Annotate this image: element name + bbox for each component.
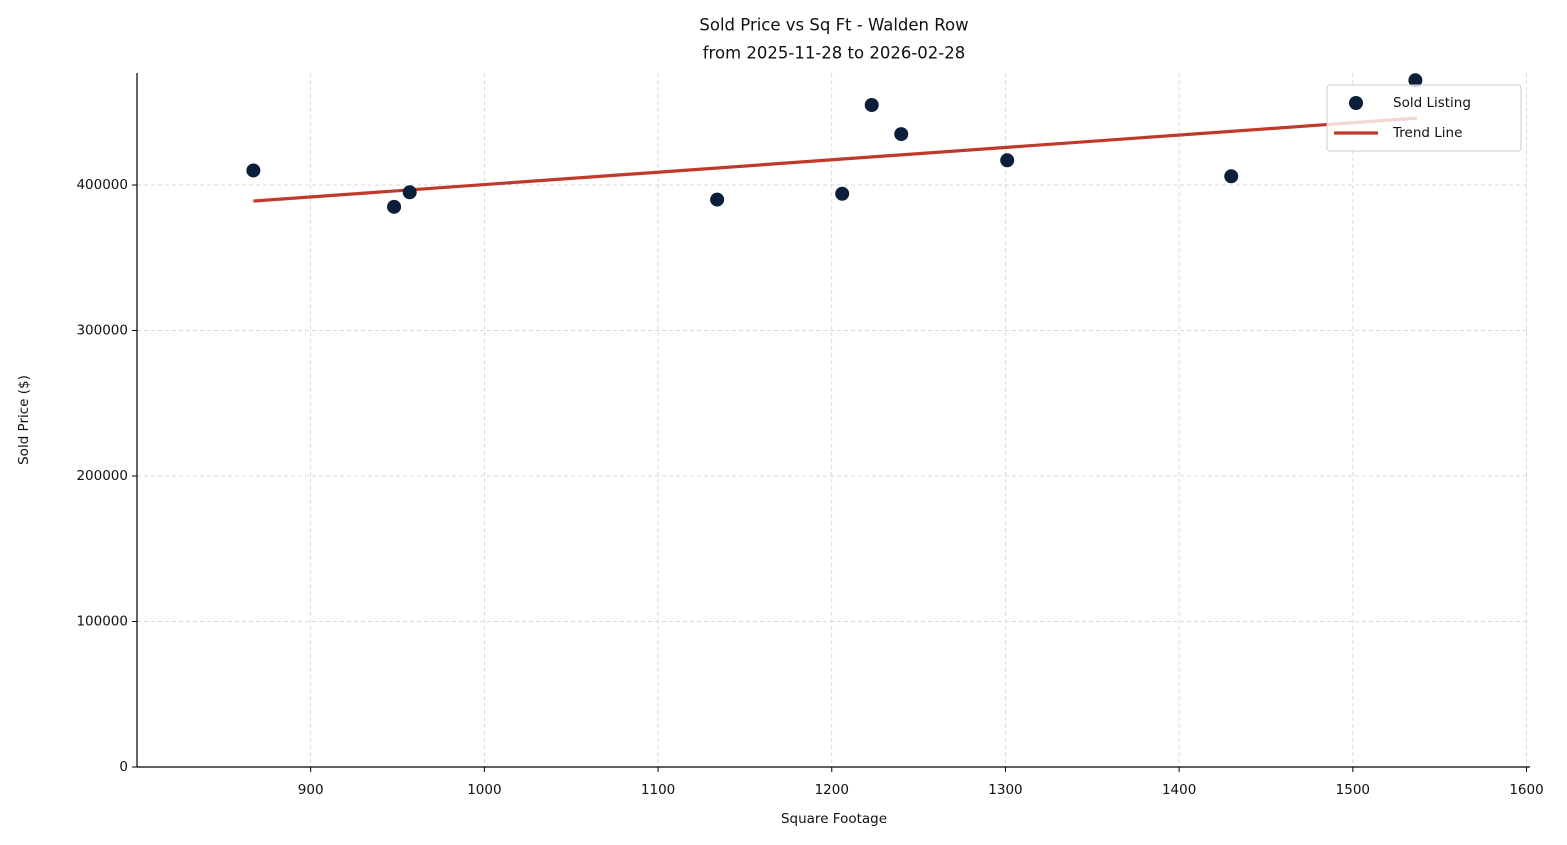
chart-subtitle: from 2025-11-28 to 2026-02-28 xyxy=(703,44,965,63)
y-tick-label: 200000 xyxy=(76,468,128,484)
legend-marker xyxy=(1349,96,1363,110)
legend-label: Trend Line xyxy=(1392,125,1462,141)
x-axis-label: Square Footage xyxy=(781,811,887,827)
point xyxy=(710,192,725,207)
point xyxy=(1000,153,1015,168)
x-tick-label: 900 xyxy=(298,782,324,798)
y-tick-label: 400000 xyxy=(76,177,128,193)
point xyxy=(835,186,850,201)
point xyxy=(1408,73,1423,88)
trend-line xyxy=(253,116,1418,203)
x-tick-label: 1400 xyxy=(1162,782,1196,798)
x-tick-label: 1100 xyxy=(641,782,675,798)
legend-label: Sold Listing xyxy=(1393,95,1471,111)
y-tick-label: 0 xyxy=(119,759,128,775)
x-tick-label: 1300 xyxy=(988,782,1022,798)
y-tick-label: 300000 xyxy=(76,323,128,339)
point xyxy=(246,163,261,178)
point xyxy=(894,127,909,142)
grid xyxy=(137,73,1530,768)
point xyxy=(1224,169,1239,184)
point xyxy=(864,98,879,113)
x-tick-label: 1200 xyxy=(815,782,849,798)
x-tick-label: 1000 xyxy=(467,782,501,798)
y-axis-label: Sold Price ($) xyxy=(16,375,32,465)
chart-title: Sold Price vs Sq Ft - Walden Row xyxy=(699,16,968,35)
point xyxy=(402,185,417,200)
point xyxy=(387,199,402,214)
y-tick-label: 100000 xyxy=(76,614,128,630)
x-tick-label: 1600 xyxy=(1509,782,1543,798)
x-tick-label: 1500 xyxy=(1336,782,1370,798)
